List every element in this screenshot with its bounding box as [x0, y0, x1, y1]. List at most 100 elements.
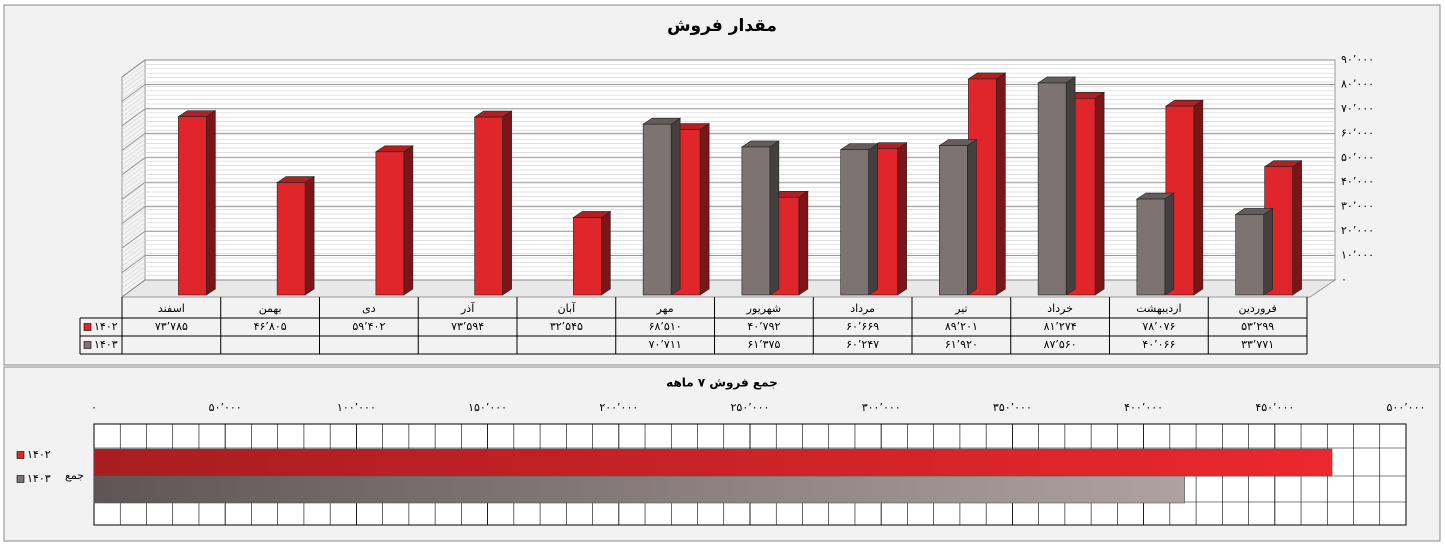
bar: [473, 110, 513, 296]
legend-swatch: [16, 451, 25, 459]
legend-label: ۱۴۰۳: [27, 472, 51, 485]
grid-minor: [121, 187, 146, 205]
data-label: ۶۰٬۶۶۹: [846, 320, 879, 333]
grid-minor: [121, 116, 146, 135]
legend-swatch: [16, 475, 25, 483]
grid-minor: [121, 226, 146, 245]
data-label: ۷۰٬۷۱۱: [649, 338, 682, 351]
chart-title: جمع فروش ۷ ماهه: [666, 376, 778, 391]
bar-side: [1094, 91, 1105, 296]
y-tick-label: ۳۰٬۰۰۰: [1341, 200, 1374, 213]
grid-minor: [121, 266, 146, 285]
grid-minor: [121, 244, 146, 263]
grid-minor: [121, 270, 146, 289]
grid-minor: [121, 134, 146, 153]
bar-side: [601, 210, 611, 296]
bar-side: [699, 122, 710, 296]
x-tick-label: اسفند: [158, 302, 185, 315]
grid-minor: [121, 178, 146, 197]
bar-front: [375, 151, 405, 296]
x-tick-label: ۵۰٬۰۰۰: [209, 401, 242, 414]
y-tick-label: ۵۰٬۰۰۰: [1341, 151, 1374, 164]
data-label: ۳۳٬۷۷۱: [1241, 338, 1274, 351]
bar-side: [1292, 160, 1302, 296]
bar: [374, 145, 414, 296]
grid-minor: [121, 125, 146, 144]
bar-side: [206, 110, 216, 296]
x-tick-label: فروردین: [1238, 302, 1276, 315]
legend-label: ۱۴۰۲: [27, 448, 51, 461]
bar: [740, 140, 780, 296]
data-label: ۶۰٬۲۴۷: [846, 338, 879, 351]
grid-minor: [121, 94, 146, 113]
data-label: ۴۰٬۰۶۶: [1142, 338, 1175, 351]
chart-title: مقدار فروش: [667, 16, 777, 36]
grid-minor: [121, 213, 146, 232]
bar: [93, 475, 1185, 504]
x-tick-label: آبان: [558, 301, 576, 315]
x-tick-label: تیر: [954, 302, 967, 315]
y-tick-label: جمع: [65, 469, 84, 482]
grid-minor: [121, 191, 146, 210]
bar-side: [670, 117, 681, 296]
grid-line: [121, 181, 146, 200]
grid-minor: [121, 77, 146, 95]
bar: [93, 448, 1333, 477]
bar-front: [939, 145, 968, 296]
x-tick-label: ۳۰۰٬۰۰۰: [862, 401, 901, 414]
bar-side: [1193, 99, 1204, 296]
bar-front: [474, 116, 503, 296]
x-tick-label: ۴۵۰٬۰۰۰: [1255, 401, 1294, 414]
bar-front: [573, 217, 602, 296]
grid-minor: [121, 218, 146, 236]
bar: [572, 210, 612, 296]
grid-minor: [121, 257, 146, 276]
legend-swatch: [83, 323, 92, 331]
grid-minor: [121, 222, 146, 241]
x-tick-label: خرداد: [1047, 302, 1073, 315]
bar-front: [276, 182, 306, 296]
data-label: ۸۹٬۲۰۱: [945, 320, 978, 333]
bar-side: [868, 143, 878, 296]
grid-minor: [121, 196, 146, 214]
grid-minor: [121, 156, 146, 175]
grid-line: [121, 59, 146, 78]
bar: [839, 143, 879, 296]
bar-side: [403, 145, 414, 296]
bar-side: [967, 139, 977, 296]
data-label: ۴۶٬۸۰۵: [254, 320, 287, 333]
data-label: ۳۲٬۵۴۵: [550, 320, 583, 333]
grid-minor: [121, 200, 146, 219]
x-tick-label: ۲۰۰٬۰۰۰: [599, 401, 638, 414]
bar: [1037, 76, 1077, 296]
x-tick-label: ۱۰۰٬۰۰۰: [337, 401, 376, 414]
bar-side: [769, 140, 780, 296]
data-label: ۷۳٬۷۸۵: [155, 320, 188, 333]
bar: [642, 117, 682, 296]
data-label: ۵۹٬۴۰۲: [352, 320, 385, 333]
x-tick-label: شهریور: [746, 302, 781, 315]
grid-minor: [121, 209, 146, 227]
bar-front: [642, 123, 672, 296]
x-tick-label: بهمن: [259, 302, 282, 315]
bar-side: [304, 176, 315, 296]
y-tick-label: ۱۰٬۰۰۰: [1341, 249, 1374, 262]
grid-line: [121, 279, 146, 298]
grid-minor: [121, 72, 146, 91]
data-label: ۶۱٬۹۲۰: [945, 338, 978, 351]
x-tick-label: مرداد: [850, 302, 875, 315]
grid-minor: [121, 235, 146, 254]
bar-side: [1164, 192, 1175, 296]
grid-minor: [121, 112, 146, 131]
bar-front: [178, 116, 207, 296]
bar-side: [996, 72, 1006, 296]
grid-minor: [121, 182, 146, 201]
data-label: ۶۱٬۳۷۵: [747, 338, 780, 351]
x-tick-label: مهر: [656, 302, 674, 315]
y-tick-label: ۲۰٬۰۰۰: [1341, 224, 1374, 237]
grid-minor: [121, 68, 146, 87]
grid-minor: [121, 165, 146, 183]
grid-minor: [121, 275, 146, 293]
data-label: ۷۸٬۰۷۶: [1142, 320, 1175, 333]
